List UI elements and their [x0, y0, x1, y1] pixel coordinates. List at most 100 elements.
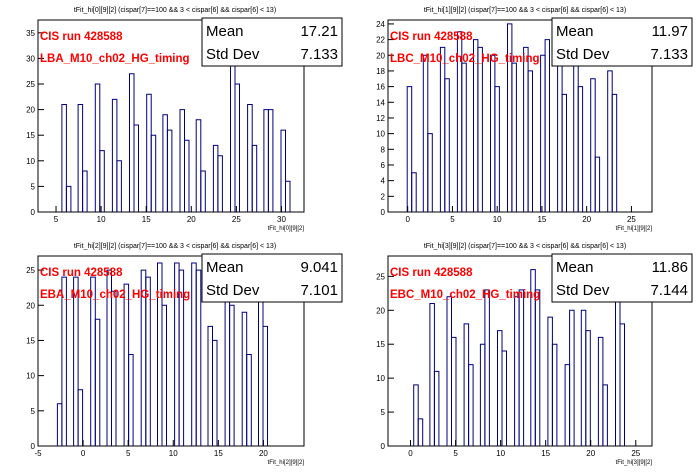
y-tick-label: 20 — [26, 106, 35, 115]
x-tick-label: 5 — [450, 215, 455, 224]
histogram-bar — [427, 133, 433, 212]
histogram-bar — [413, 384, 419, 446]
x-tick-label: 5 — [453, 449, 458, 458]
y-tick-label: 25 — [26, 266, 35, 275]
histogram-bar — [184, 139, 190, 212]
run-label: CIS run 428588 — [390, 31, 473, 43]
histogram-panel-3: tFit_hi[2][9][2] (cispar[7]==100 && 3 < … — [26, 243, 343, 466]
histogram-bar — [166, 129, 173, 212]
stats-box-frame — [551, 17, 693, 67]
histogram-bar — [90, 276, 96, 446]
y-tick-label: 30 — [26, 54, 35, 63]
histogram-bar — [133, 124, 139, 212]
stats-mean-value: 11.97 — [652, 23, 688, 40]
y-tick-label: 15 — [26, 336, 35, 345]
y-tick-label: 10 — [26, 157, 35, 166]
x-tick-label: 10 — [97, 215, 106, 224]
x-tick-label: 15 — [142, 215, 151, 224]
plot-frame — [387, 19, 653, 213]
histogram-bar — [446, 296, 452, 446]
y-tick-label: 8 — [381, 145, 386, 154]
histogram-bar — [544, 39, 550, 212]
x-tick-label: 5 — [126, 449, 131, 458]
stats-std-label: Std Dev — [556, 46, 610, 63]
histogram-bar — [94, 318, 101, 446]
plot-title: tFit_hi[2][9][2] (cispar[7]==100 && 3 < … — [74, 243, 276, 250]
x-tick-label: 30 — [277, 215, 286, 224]
histogram-bar — [195, 119, 202, 212]
stats-std-value: 7.133 — [300, 46, 338, 63]
histogram-bar — [411, 172, 417, 212]
histogram-bar — [461, 62, 467, 212]
histogram-bar — [280, 129, 286, 212]
histogram-bar — [111, 98, 118, 212]
histogram-bar — [551, 343, 558, 446]
histogram-bar — [406, 86, 413, 212]
histogram-bar — [580, 309, 587, 446]
channel-label: LBC_M10_ch02_HG_timing — [390, 53, 540, 65]
x-tick-label: 5 — [54, 215, 59, 224]
histogram-bar — [217, 155, 223, 212]
channel-label: EBC_M10_ch02_HG_timing — [390, 289, 540, 301]
x-tick-label: 10 — [169, 449, 178, 458]
y-tick-label: 10 — [376, 374, 385, 383]
stats-mean-label: Mean — [206, 259, 244, 276]
histogram-bar — [263, 109, 269, 212]
stats-mean-label: Mean — [556, 23, 594, 40]
stats-mean-label: Mean — [556, 259, 594, 276]
histogram-bar — [56, 403, 63, 446]
stats-std-value: 7.101 — [300, 282, 338, 299]
plot-title: tFit_hi[3][9][2] (cispar[7]==100 && 3 < … — [424, 243, 626, 250]
histogram-bar — [61, 104, 67, 212]
histogram-bar — [285, 180, 291, 212]
histogram-bar — [65, 185, 72, 212]
histogram-bar — [429, 303, 435, 446]
histogram-bar — [527, 70, 533, 212]
y-tick-label: 18 — [376, 67, 385, 76]
histogram-bar — [590, 78, 596, 212]
stats-box: Mean 9.041 Std Dev 7.101 — [201, 253, 343, 303]
histogram-bar — [230, 57, 236, 212]
x-tick-label: 20 — [582, 215, 591, 224]
channel-label: LBA_M10_ch02_HG_timing — [40, 53, 190, 65]
y-tick-label: 20 — [376, 306, 385, 315]
histogram-bar — [490, 54, 496, 212]
plot-title: tFit_hi[0][9][2] (cispar[7]==100 && 3 < … — [74, 7, 276, 14]
histogram-bar — [77, 104, 84, 212]
histogram-bar — [597, 336, 604, 446]
histogram-bar — [77, 389, 84, 446]
run-label: CIS run 428588 — [40, 31, 123, 43]
histogram-bar — [195, 269, 202, 446]
histogram-panel-4: tFit_hi[3][9][2] (cispar[7]==100 && 3 < … — [376, 243, 693, 466]
x-tick-label: 25 — [627, 215, 636, 224]
histogram-bar — [251, 144, 258, 212]
x-axis-label: tFit_hi[0][9][2] — [268, 226, 305, 232]
histogram-bar — [207, 325, 213, 446]
histogram-panel-2: tFit_hi[1][9][2] (cispar[7]==100 && 3 < … — [376, 7, 693, 232]
histogram-bar — [145, 276, 151, 446]
x-tick-label: 10 — [496, 449, 505, 458]
y-tick-label: 0 — [381, 442, 386, 451]
histogram-bar — [602, 384, 608, 446]
x-tick-label: 0 — [405, 215, 410, 224]
histogram-bar — [116, 160, 122, 212]
histogram-bar — [501, 350, 507, 446]
histogram-bar — [224, 290, 231, 446]
histogram-bar — [611, 93, 618, 212]
x-tick-label: 15 — [537, 215, 546, 224]
x-axis-label: tFit_hi[2][9][2] — [268, 460, 305, 466]
histogram-bar — [267, 109, 274, 212]
y-tick-label: 24 — [376, 20, 385, 29]
y-tick-label: 0 — [31, 442, 36, 451]
histogram-bar — [229, 304, 235, 446]
histogram-bar — [422, 54, 429, 212]
histogram-bar — [497, 330, 503, 446]
histogram-bar — [547, 316, 553, 446]
histogram-bar — [473, 39, 479, 212]
histogram-bar — [494, 86, 500, 212]
x-tick-label: -5 — [34, 449, 42, 458]
plot-frame — [387, 255, 653, 447]
y-tick-label: 14 — [376, 98, 385, 107]
histogram-bar — [594, 156, 601, 212]
stats-std-label: Std Dev — [556, 282, 610, 299]
